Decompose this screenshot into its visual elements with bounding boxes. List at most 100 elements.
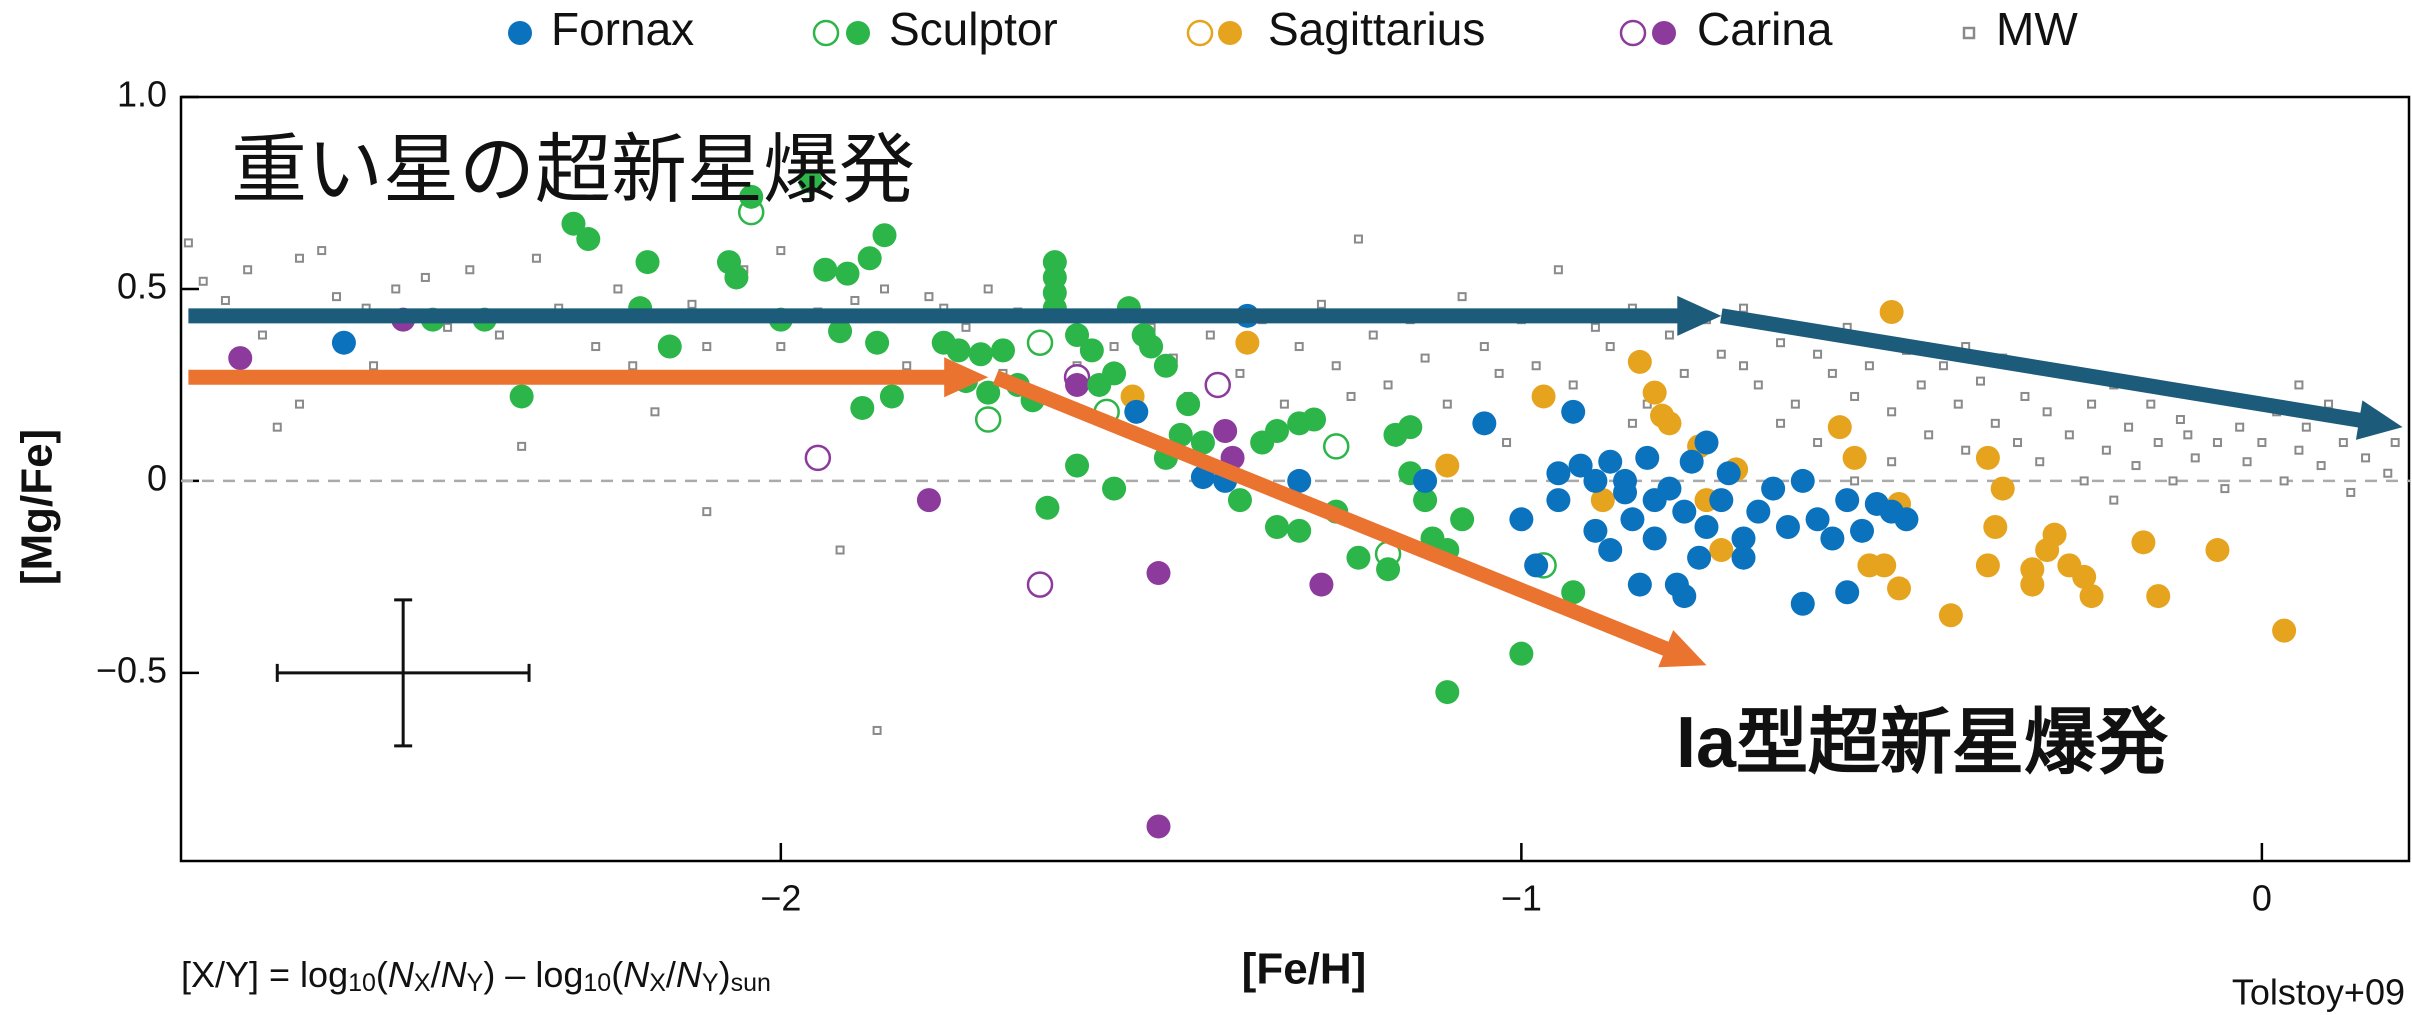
mw-point [1502, 438, 1512, 448]
mw-point [2212, 438, 2222, 448]
formula-part: ) [719, 954, 731, 995]
x-tick-label: 0 [2252, 878, 2272, 919]
point [1598, 538, 1623, 563]
point [1598, 449, 1623, 474]
point [865, 330, 890, 355]
mw-point [243, 265, 253, 275]
point [1376, 557, 1401, 582]
point [990, 338, 1015, 363]
point [2205, 538, 2230, 563]
mw-point [1827, 368, 1837, 378]
mw-point [1205, 330, 1215, 340]
point [2042, 522, 2067, 547]
point [1975, 553, 2000, 578]
point [1590, 488, 1615, 513]
point [1790, 468, 1815, 493]
mw-point [1420, 353, 1430, 363]
point [1583, 468, 1608, 493]
point [1065, 372, 1090, 397]
point [1872, 553, 1897, 578]
mw-point [2324, 399, 2334, 409]
mw-point [1679, 368, 1689, 378]
formula-part: 10 [583, 969, 611, 997]
legend-label: MW [1996, 3, 2078, 55]
point [1820, 526, 1845, 551]
point [1627, 349, 1652, 374]
mw-point [1850, 391, 1860, 401]
point [1309, 572, 1334, 597]
point [850, 395, 875, 420]
mw-point [613, 284, 623, 294]
mw-point [1776, 338, 1786, 348]
mw-point [257, 330, 267, 340]
mw-point [1605, 342, 1615, 352]
mw-point [1961, 445, 1971, 455]
point [1435, 680, 1460, 705]
legend-marker [1186, 19, 1214, 47]
mw-point [2079, 476, 2089, 486]
legend-marker [1619, 19, 1647, 47]
mw-point [872, 725, 882, 735]
y-axis-label: [Mg/Fe] [13, 429, 62, 585]
point [1761, 476, 1786, 501]
point [1035, 495, 1060, 520]
point [1509, 641, 1534, 666]
point [2079, 584, 2104, 609]
mw-point [2183, 430, 2193, 440]
point [1561, 399, 1586, 424]
point [1694, 514, 1719, 539]
point [1990, 476, 2015, 501]
mw-point [591, 342, 601, 352]
mw-point [983, 284, 993, 294]
open-point [1322, 433, 1350, 460]
mw-point [924, 292, 934, 302]
formula-part: N [441, 954, 468, 995]
annotation: 重い星の超新星爆発 [231, 128, 915, 213]
legend-marker [846, 21, 870, 45]
open-point [1204, 371, 1231, 399]
point [798, 169, 823, 194]
mw-point [1383, 380, 1393, 390]
mw-point [1109, 342, 1119, 352]
mw-point [2383, 468, 2393, 478]
point [1709, 538, 1734, 563]
legend-label: Sculptor [889, 3, 1058, 55]
point [1790, 591, 1815, 616]
point [1102, 361, 1127, 386]
formula-part: N [388, 954, 415, 995]
mw-point [687, 299, 697, 309]
point [1065, 323, 1090, 348]
mw-point [1590, 322, 1600, 332]
formula-part: / [431, 954, 441, 995]
mw-point [2168, 476, 2178, 486]
point [1835, 488, 1860, 513]
legend-marker [1218, 21, 1242, 45]
point [1213, 419, 1238, 444]
y-tick-label: −0.5 [96, 649, 167, 690]
mw-point [220, 295, 230, 305]
mw-point [2338, 438, 2348, 448]
point [2146, 584, 2171, 609]
formula-part: sun [731, 969, 771, 997]
mw-point [2301, 422, 2311, 432]
mw-point [1279, 399, 1289, 409]
mw-point [2124, 422, 2134, 432]
mw-point [2279, 476, 2289, 486]
arrow-head [2355, 400, 2403, 440]
mw-point [1790, 399, 1800, 409]
point [1746, 499, 1771, 524]
mw-point [1457, 292, 1467, 302]
point [1190, 430, 1215, 455]
point [1642, 526, 1667, 551]
point [1827, 415, 1852, 440]
point [739, 184, 764, 209]
mw-point [1331, 361, 1341, 371]
mw-point [1813, 438, 1823, 448]
formula-part: ( [376, 954, 388, 995]
mw-point [2242, 457, 2252, 467]
point [1450, 507, 1475, 532]
point [657, 334, 682, 359]
mw-point [1953, 399, 1963, 409]
mw-point [2220, 484, 2230, 494]
mw-point [650, 407, 660, 417]
